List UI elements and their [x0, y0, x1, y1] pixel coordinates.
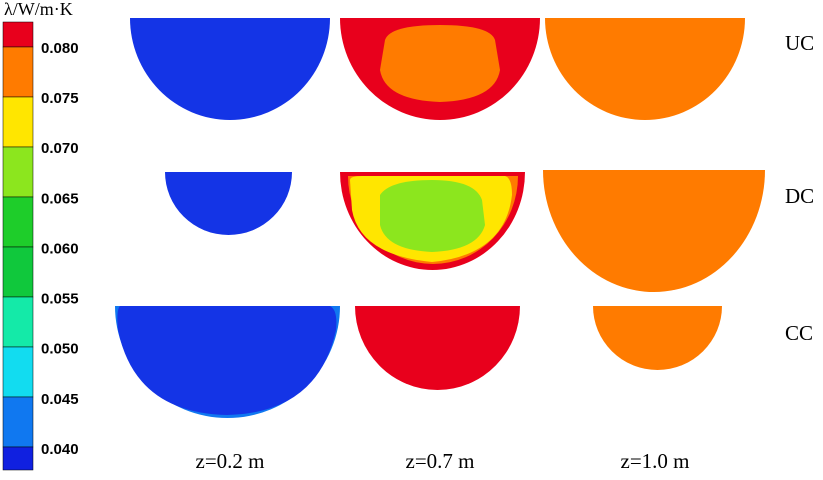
column-label: z=0.2 m: [196, 449, 265, 473]
contours: [115, 18, 765, 418]
colorbar-tick-label: 0.060: [41, 240, 79, 257]
row-label: UC: [785, 31, 814, 55]
colorbar-tick-label: 0.040: [41, 441, 79, 458]
colorbar-tick-label: 0.045: [41, 391, 79, 408]
colorbar-title: λ/W/m·K: [4, 0, 73, 19]
colorbar-tick-label: 0.050: [41, 341, 79, 358]
colorbar-tick-label: 0.080: [41, 40, 79, 57]
column-label: z=1.0 m: [621, 449, 690, 473]
colorbar-tick-label: 0.065: [41, 190, 79, 207]
colorbar-tick-label: 0.055: [41, 291, 79, 308]
colorbar-tick-label: 0.075: [41, 90, 79, 107]
colorbar: [2, 21, 34, 471]
row-label: CC: [785, 321, 813, 345]
column-label: z=0.7 m: [406, 449, 475, 473]
colorbar-tick-label: 0.070: [41, 140, 79, 157]
row-label: DC: [785, 184, 814, 208]
